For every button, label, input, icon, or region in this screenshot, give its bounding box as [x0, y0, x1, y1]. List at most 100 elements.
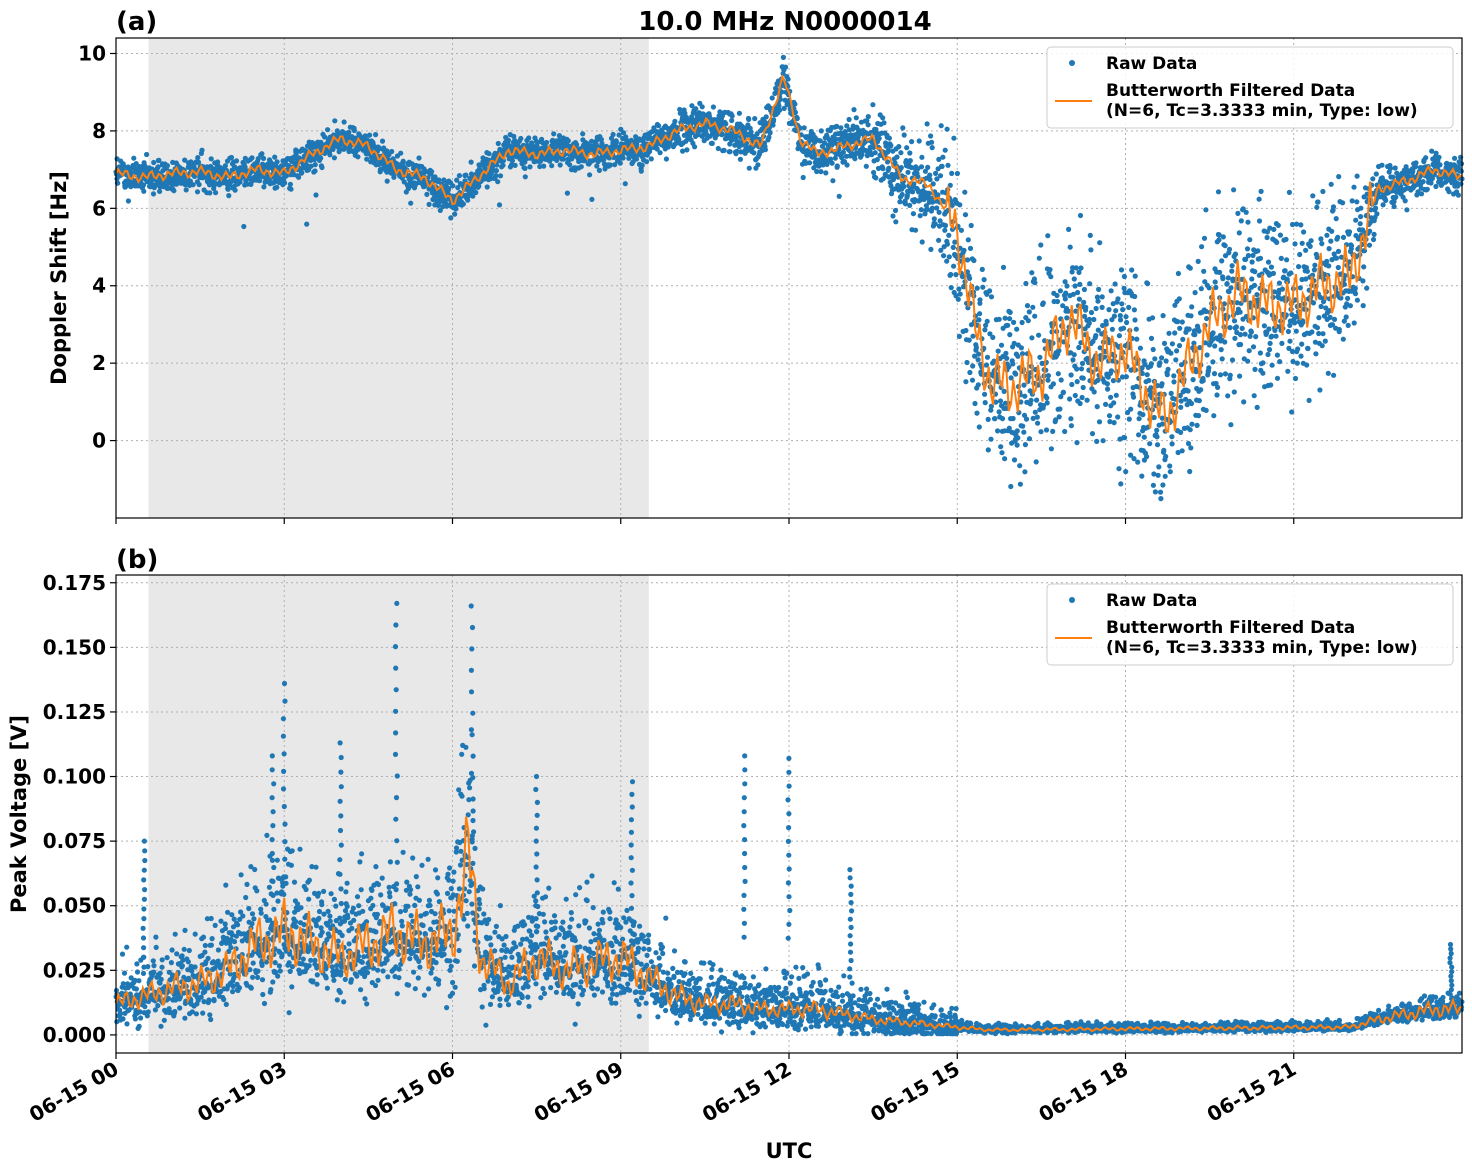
raw-data-point [162, 1018, 167, 1023]
raw-data-point [320, 930, 325, 935]
raw-data-point [1134, 327, 1139, 332]
raw-data-point [955, 171, 960, 176]
raw-data-point [221, 997, 226, 1002]
raw-data-point [1167, 463, 1172, 468]
raw-data-point [957, 334, 962, 339]
raw-data-point [1124, 374, 1129, 379]
raw-data-point [1005, 323, 1010, 328]
raw-data-point [1095, 404, 1100, 409]
raw-data-point [1297, 252, 1302, 257]
raw-data-point [292, 880, 297, 885]
raw-data-point [1275, 353, 1280, 358]
raw-data-point [1238, 332, 1243, 337]
raw-data-point [938, 173, 943, 178]
raw-data-point [1025, 303, 1030, 308]
raw-data-point [1158, 496, 1163, 501]
raw-data-point [343, 889, 348, 894]
raw-data-point [658, 150, 663, 155]
raw-data-point [1265, 235, 1270, 240]
raw-data-point [335, 997, 340, 1002]
raw-data-point [897, 199, 902, 204]
raw-data-point [1063, 296, 1068, 301]
raw-data-point [1196, 413, 1201, 418]
raw-data-point [233, 188, 238, 193]
raw-data-point [1135, 460, 1140, 465]
raw-data-point [171, 188, 176, 193]
raw-data-point [1298, 285, 1303, 290]
raw-data-point [786, 77, 791, 82]
raw-data-point [1315, 199, 1320, 204]
raw-data-point [1348, 303, 1353, 308]
raw-data-point [738, 157, 743, 162]
raw-data-point [1085, 398, 1090, 403]
raw-data-point [324, 975, 329, 980]
raw-data-point [558, 162, 563, 167]
raw-data-point [819, 128, 824, 133]
raw-data-point [1221, 234, 1226, 239]
raw-data-point [900, 192, 905, 197]
raw-data-point [1109, 288, 1114, 293]
raw-data-point [1332, 317, 1337, 322]
raw-data-point [1081, 376, 1086, 381]
raw-data-point [980, 267, 985, 272]
raw-data-point [951, 136, 956, 141]
raw-data-point [1168, 351, 1173, 356]
raw-data-point [1258, 350, 1263, 355]
raw-data-point [1177, 296, 1182, 301]
raw-data-point [201, 999, 206, 1004]
raw-data-point [151, 160, 156, 165]
raw-data-point [186, 959, 191, 964]
raw-data-point [1201, 269, 1206, 274]
raw-data-point [1037, 355, 1042, 360]
raw-data-point [1034, 459, 1039, 464]
raw-data-point [288, 969, 293, 974]
raw-data-point [985, 355, 990, 360]
raw-data-point [845, 162, 850, 167]
raw-data-point [925, 165, 930, 170]
raw-data-point [919, 155, 924, 160]
raw-data-point [1103, 402, 1108, 407]
raw-data-point [1165, 372, 1170, 377]
raw-data-point [949, 285, 954, 290]
raw-data-point [261, 156, 266, 161]
raw-data-point [1035, 415, 1040, 420]
raw-data-point [1072, 276, 1077, 281]
raw-data-point [1218, 372, 1223, 377]
raw-data-point [1216, 189, 1221, 194]
raw-data-point [275, 159, 280, 164]
raw-data-point [498, 173, 503, 178]
raw-data-point [937, 210, 942, 215]
raw-data-point [1319, 241, 1324, 246]
raw-data-point [310, 978, 315, 983]
raw-data-point [134, 986, 139, 991]
raw-data-point [1124, 320, 1129, 325]
raw-data-point [1074, 265, 1079, 270]
raw-data-point [640, 163, 645, 168]
raw-data-point [1081, 300, 1086, 305]
raw-data-point [1122, 274, 1127, 279]
raw-data-point [332, 897, 337, 902]
raw-data-point [1354, 199, 1359, 204]
raw-data-point [1170, 341, 1175, 346]
raw-data-point [792, 102, 797, 107]
raw-data-point [1223, 371, 1228, 376]
raw-data-point [947, 254, 952, 259]
raw-data-point [120, 1016, 125, 1021]
raw-data-point [910, 189, 915, 194]
raw-data-point [1279, 341, 1284, 346]
raw-data-point [1294, 329, 1299, 334]
raw-data-point [936, 238, 941, 243]
raw-data-point [264, 833, 269, 838]
raw-data-point [187, 948, 192, 953]
raw-data-point [144, 152, 149, 157]
raw-data-point [982, 327, 987, 332]
raw-data-point [1230, 263, 1235, 268]
raw-data-point [304, 222, 309, 227]
raw-data-point [1038, 242, 1043, 247]
raw-data-point [133, 1016, 138, 1021]
raw-data-point [982, 392, 987, 397]
raw-data-point [1172, 330, 1177, 335]
raw-data-point [172, 1009, 177, 1014]
raw-data-point [985, 319, 990, 324]
raw-data-point [871, 170, 876, 175]
